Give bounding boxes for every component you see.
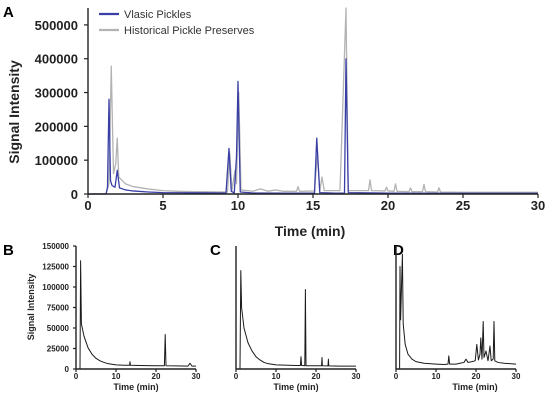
panel-c-axes: 0 10 20 30	[234, 246, 361, 381]
panel-a-y-tick-label: 300000	[35, 86, 78, 101]
panel-a-chart: 0 5 10 15 20 25 30 0 100000 200000 300000 400000 500…	[6, 7, 545, 239]
panel-a-y-axis-title: Signal Intensity	[6, 60, 22, 164]
legend-label-historical: Historical Pickle Preserves	[124, 25, 255, 37]
panel-a-legend: Vlasic Pickles Historical Pickle Preserv…	[99, 9, 255, 37]
panel-a-axes: 0 5 10 15 20 25 30 0 100000 200000 300000 400000 500…	[35, 8, 545, 213]
panel-b-x-tick-label: 10	[112, 372, 121, 381]
panel-b-axes: 0 10 20 30 0 25000 50000 75000 100000 125000 15000…	[42, 242, 201, 381]
panel-b-chart: 0 10 20 30 0 25000 50000 75000 100000 125000 15000…	[26, 242, 201, 392]
panel-c-x-axis-title: Time (min)	[273, 382, 318, 392]
panel-a-y-tick-label: 500000	[35, 18, 78, 33]
panel-a-x-axis-title: Time (min)	[275, 223, 346, 239]
panel-c-series-group	[236, 270, 356, 370]
panel-d-series-trace	[396, 253, 517, 370]
panel-b-series-group	[76, 260, 196, 370]
panel-a-x-tick-label: 25	[456, 198, 470, 213]
panel-b-x-tick-label: 0	[74, 372, 79, 381]
panel-b-x-axis-title: Time (min)	[113, 382, 158, 392]
panel-d-x-tick-label: 20	[472, 372, 481, 381]
panel-d-x-tick-label: 10	[432, 372, 441, 381]
panel-b-y-tick-label: 0	[65, 365, 70, 374]
panel-b-x-tick-label: 20	[152, 372, 161, 381]
panel-b-y-tick-label: 75000	[47, 304, 70, 313]
panel-d-x-tick-label: 30	[512, 372, 521, 381]
panel-a-series-vlasic-pickles	[88, 58, 538, 195]
panel-a-series-group	[88, 7, 538, 195]
panel-letter-d: D	[393, 242, 404, 259]
panel-d-axes: 0 10 20 30	[394, 246, 521, 381]
panel-c-series-trace	[236, 270, 356, 370]
panel-c-x-tick-label: 0	[234, 372, 239, 381]
panel-a-y-tick-label: 100000	[35, 153, 78, 168]
panel-b-y-tick-label: 150000	[42, 242, 69, 251]
panel-b-y-tick-label: 50000	[47, 324, 70, 333]
panel-a-y-tick-label: 0	[71, 187, 78, 202]
panel-c-x-tick-label: 10	[272, 372, 281, 381]
panel-letter-a: A	[3, 4, 14, 21]
panel-a-x-tick-label: 30	[531, 198, 545, 213]
panel-a-y-tick-label: 400000	[35, 52, 78, 67]
panel-d-series-group	[396, 253, 517, 370]
panel-a-x-tick-label: 15	[306, 198, 320, 213]
panel-b-y-tick-label: 25000	[47, 345, 70, 354]
panel-letter-c: C	[210, 242, 221, 259]
panel-a-x-tick-label: 0	[84, 198, 91, 213]
panel-a-x-tick-label: 10	[231, 198, 245, 213]
panel-b-y-tick-label: 100000	[42, 283, 69, 292]
legend-label-vlasic: Vlasic Pickles	[124, 9, 192, 21]
panel-d-chart: 0 10 20 30 Time (min)	[394, 246, 521, 392]
panel-a-y-tick-label: 200000	[35, 119, 78, 134]
panel-c-chart: 0 10 20 30 Time (min)	[234, 246, 361, 392]
panel-a-x-tick-label: 20	[381, 198, 395, 213]
panel-c-x-tick-label: 30	[352, 372, 361, 381]
panel-b-y-axis-title: Signal Intensity	[26, 274, 36, 341]
panel-d-x-axis-title: Time (min)	[452, 382, 497, 392]
panel-c-x-tick-label: 20	[312, 372, 321, 381]
panel-a-series-historical-pickle-preserves	[88, 7, 538, 195]
panel-b-x-tick-label: 30	[192, 372, 201, 381]
panel-d-x-tick-label: 0	[394, 372, 399, 381]
panel-letter-b: B	[3, 242, 14, 259]
panel-a-x-tick-label: 5	[159, 198, 166, 213]
panel-b-series-trace	[76, 260, 196, 370]
panel-b-y-tick-label: 125000	[42, 263, 69, 272]
